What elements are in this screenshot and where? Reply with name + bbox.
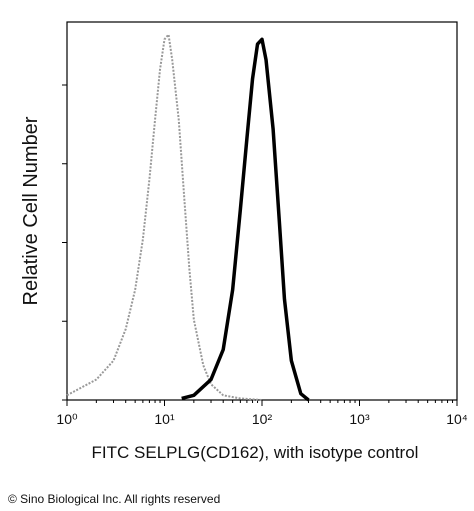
x-tick-label: 10⁴ — [446, 411, 468, 427]
x-tick-label: 10⁰ — [56, 411, 78, 427]
x-tick-label: 10¹ — [154, 411, 175, 427]
histogram-curve — [181, 37, 310, 402]
x-tick-label: 10³ — [349, 411, 370, 427]
histogram-curve — [66, 33, 263, 401]
plot-frame — [66, 21, 458, 401]
footer: © Sino Biological Inc. All rights reserv… — [8, 492, 220, 506]
y-axis-label: Relative Cell Number — [20, 116, 42, 305]
x-axis-label: FITC SELPLG(CD162), with isotype control — [92, 443, 419, 462]
x-tick-label: 10² — [252, 411, 273, 427]
